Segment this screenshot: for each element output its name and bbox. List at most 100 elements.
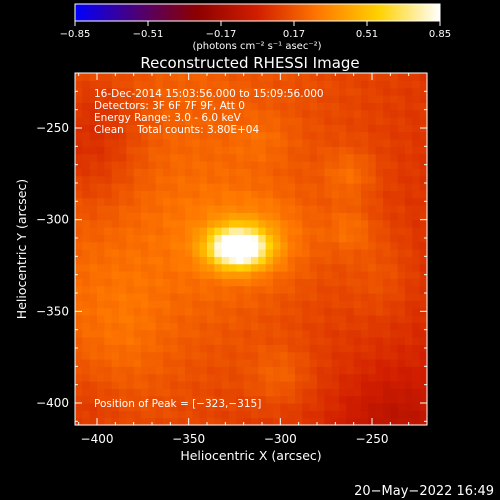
heatmap-cell bbox=[324, 161, 333, 169]
heatmap-cell bbox=[339, 161, 347, 169]
heatmap-cell bbox=[199, 315, 208, 323]
heatmap-cell bbox=[192, 249, 201, 257]
heatmap-cell bbox=[346, 146, 355, 155]
heatmap-cell bbox=[390, 278, 399, 287]
heatmap-cell bbox=[346, 263, 355, 272]
heatmap-cell bbox=[229, 403, 237, 411]
heatmap-cell bbox=[353, 124, 362, 133]
heatmap-cell bbox=[353, 241, 362, 250]
heatmap-cell bbox=[346, 337, 355, 345]
heatmap-cell bbox=[221, 109, 230, 118]
heatmap-cell bbox=[295, 344, 303, 353]
heatmap-cell bbox=[75, 322, 83, 331]
heatmap-cell bbox=[287, 307, 296, 316]
heatmap-cell bbox=[317, 197, 325, 206]
heatmap-cell bbox=[82, 131, 91, 140]
heatmap-cell bbox=[199, 168, 208, 177]
heatmap-cell bbox=[89, 102, 98, 111]
heatmap-cell bbox=[170, 395, 179, 404]
heatmap-cell bbox=[82, 249, 91, 257]
heatmap-cell bbox=[236, 388, 245, 397]
heatmap-cell bbox=[287, 87, 296, 96]
heatmap-cell bbox=[97, 388, 105, 397]
heatmap-cell bbox=[361, 124, 369, 133]
heatmap-cell bbox=[295, 388, 303, 397]
heatmap-cell bbox=[89, 80, 98, 89]
heatmap-cell bbox=[133, 80, 142, 89]
heatmap-cell bbox=[229, 87, 237, 96]
heatmap-cell bbox=[148, 337, 157, 345]
heatmap-cell bbox=[390, 366, 399, 375]
heatmap-cell bbox=[397, 212, 406, 221]
heatmap-cell bbox=[339, 219, 347, 228]
heatmap-cell bbox=[375, 124, 384, 133]
heatmap-cell bbox=[192, 344, 201, 353]
heatmap-cell bbox=[339, 249, 347, 257]
heatmap-cell bbox=[302, 139, 311, 147]
heatmap-cell bbox=[141, 234, 149, 243]
heatmap-cell bbox=[368, 373, 377, 382]
heatmap-cell bbox=[368, 80, 377, 89]
heatmap-cell bbox=[258, 315, 267, 323]
heatmap-cell bbox=[163, 219, 171, 228]
heatmap-cell bbox=[214, 234, 223, 243]
heatmap-cell bbox=[280, 381, 289, 389]
heatmap-cell bbox=[148, 300, 157, 309]
heatmap-cell bbox=[104, 205, 113, 213]
heatmap-cell bbox=[126, 117, 135, 125]
heatmap-cell bbox=[390, 73, 399, 81]
heatmap-cell bbox=[97, 410, 105, 419]
heatmap-cell bbox=[163, 300, 171, 309]
heatmap-cell bbox=[119, 410, 127, 419]
heatmap-cell bbox=[419, 249, 428, 257]
heatmap-cell bbox=[309, 388, 318, 397]
heatmap-cell bbox=[97, 234, 105, 243]
heatmap-cell bbox=[302, 337, 311, 345]
heatmap-cell bbox=[192, 175, 201, 184]
heatmap-cell bbox=[331, 102, 340, 111]
heatmap-cell bbox=[236, 139, 245, 147]
heatmap-cell bbox=[265, 234, 274, 243]
heatmap-cell bbox=[133, 307, 142, 316]
heatmap-cell bbox=[353, 80, 362, 89]
heatmap-cell bbox=[346, 373, 355, 382]
heatmap-cell bbox=[221, 307, 230, 316]
heatmap-cell bbox=[89, 175, 98, 184]
heatmap-cell bbox=[221, 102, 230, 111]
heatmap-cell bbox=[419, 322, 428, 331]
heatmap-cell bbox=[185, 263, 193, 272]
heatmap-cell bbox=[133, 146, 142, 155]
heatmap-cell bbox=[280, 293, 289, 301]
heatmap-cell bbox=[170, 344, 179, 353]
heatmap-cell bbox=[397, 117, 406, 125]
heatmap-cell bbox=[119, 381, 127, 389]
heatmap-cell bbox=[353, 102, 362, 111]
heatmap-cells bbox=[75, 73, 428, 426]
heatmap-cell bbox=[353, 307, 362, 316]
heatmap-cell bbox=[258, 190, 267, 199]
heatmap-cell bbox=[155, 344, 164, 353]
heatmap-cell bbox=[163, 102, 171, 111]
heatmap-cell bbox=[273, 417, 281, 426]
heatmap-cell bbox=[82, 263, 91, 272]
heatmap-cell bbox=[185, 80, 193, 89]
heatmap-cell bbox=[368, 337, 377, 345]
heatmap-cell bbox=[192, 227, 201, 235]
heatmap-cell bbox=[221, 131, 230, 140]
heatmap-cell bbox=[89, 234, 98, 243]
heatmap-cell bbox=[251, 87, 259, 96]
heatmap-cell bbox=[346, 219, 355, 228]
heatmap-cell bbox=[324, 124, 333, 133]
heatmap-cell bbox=[331, 153, 340, 162]
heatmap-cell bbox=[353, 87, 362, 96]
heatmap-cell bbox=[419, 388, 428, 397]
heatmap-cell bbox=[280, 300, 289, 309]
heatmap-cell bbox=[302, 329, 311, 338]
heatmap-cell bbox=[207, 403, 215, 411]
heatmap-cell bbox=[419, 300, 428, 309]
heatmap-cell bbox=[214, 315, 223, 323]
heatmap-cell bbox=[302, 410, 311, 419]
heatmap-cell bbox=[199, 131, 208, 140]
heatmap-cell bbox=[229, 373, 237, 382]
heatmap-cell bbox=[229, 175, 237, 184]
